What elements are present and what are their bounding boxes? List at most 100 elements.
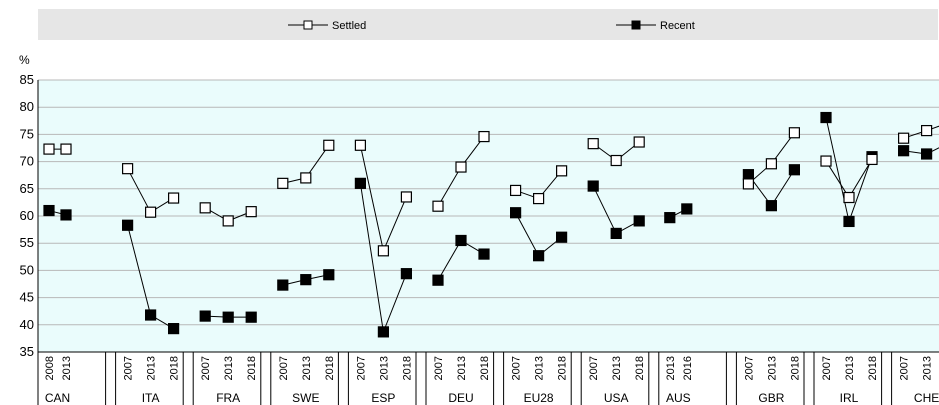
recent-point (610, 227, 622, 240)
settled-point (788, 127, 801, 139)
year-tick-label: 2013 (844, 356, 856, 380)
settled-point (765, 158, 778, 170)
gridlines (38, 79, 939, 326)
legend-item-recent: Recent (616, 20, 695, 32)
recent-point (145, 309, 157, 321)
y-tick-label: 40 (20, 317, 34, 332)
year-tick-label: 2018 (789, 356, 801, 380)
recent-point (43, 204, 55, 217)
year-tick-label: 2018 (479, 356, 491, 380)
year-tick-label: 2007 (511, 356, 523, 380)
recent-point (199, 310, 211, 322)
year-tick-label: 2007 (200, 356, 212, 380)
settled-point (377, 245, 389, 257)
country-label: IRL (840, 391, 859, 405)
y-axis: 35 40 45 50 55 60 65 70 75 80 85 (20, 72, 39, 359)
recent-point (478, 248, 490, 260)
recent-point (555, 231, 568, 243)
recent-point (681, 203, 693, 215)
legend-label: Settled (332, 20, 366, 32)
year-tick-label: 2013 (611, 356, 623, 380)
legend-label: Recent (660, 20, 695, 32)
recent-point (60, 209, 72, 221)
country-label: CAN (45, 391, 70, 405)
settled-point (43, 143, 55, 155)
country-label: FRA (216, 391, 240, 405)
country-label: ESP (371, 391, 395, 405)
y-tick-label: 60 (20, 208, 34, 223)
y-tick-label: 65 (20, 181, 34, 196)
recent-point (820, 111, 832, 124)
year-tick-label: 2018 (169, 356, 181, 380)
year-tick-label: 2007 (278, 356, 290, 380)
recent-point (245, 311, 257, 323)
settled-point (245, 206, 257, 218)
year-tick-label: 2007 (433, 356, 445, 380)
year-tick-label: 2013 (534, 356, 546, 380)
y-tick-label: 35 (20, 344, 34, 359)
settled-point (60, 143, 72, 155)
recent-point (432, 274, 444, 286)
year-tick-label: 2007 (899, 356, 911, 380)
settled-point (222, 215, 234, 227)
year-tick-label: 2018 (867, 356, 879, 380)
recent-point (510, 207, 522, 219)
recent-point (897, 145, 910, 157)
settled-point (633, 136, 645, 148)
country-label: EU28 (524, 391, 554, 405)
settled-point (300, 172, 312, 184)
settled-point (199, 202, 211, 214)
year-tick-label: 2007 (355, 356, 367, 380)
settled-point (532, 192, 545, 205)
country-label: USA (604, 391, 629, 405)
year-tick-label: 2013 (61, 356, 73, 380)
country-label: CHE (914, 391, 939, 405)
year-tick-label: 2007 (123, 356, 135, 380)
y-tick-label: 55 (20, 235, 34, 250)
x-axis: 2008 2013 CAN 2007 2013 2018 ITA 2007 2013 2018 FR… (37, 351, 939, 405)
settled-point (820, 155, 832, 167)
year-tick-label: 2018 (401, 356, 413, 380)
recent-point (587, 180, 599, 192)
year-tick-label: 2013 (146, 356, 158, 380)
year-tick-label: 2008 (44, 356, 56, 380)
country-label: DEU (448, 391, 473, 405)
recent-point (377, 326, 389, 338)
country-label: SWE (292, 391, 319, 405)
settled-point (455, 161, 467, 173)
country-label: AUS (666, 391, 691, 405)
settled-point (897, 132, 910, 144)
settled-point (354, 139, 366, 151)
recent-point (532, 250, 545, 262)
settled-point (510, 184, 522, 197)
recent-point (633, 215, 645, 227)
y-tick-label: 80 (20, 99, 34, 114)
legend-item-settled: Settled (288, 20, 366, 32)
recent-point (455, 234, 467, 247)
settled-point (843, 191, 855, 204)
recent-point (920, 148, 933, 160)
y-unit-label: % (19, 53, 30, 67)
year-tick-label: 2013 (922, 356, 934, 380)
y-tick-label: 50 (20, 262, 34, 277)
settled-point (555, 165, 568, 177)
settled-point (145, 206, 157, 218)
settled-point (920, 124, 933, 137)
recent-point (121, 219, 134, 231)
y-tick-label: 70 (20, 154, 34, 169)
year-tick-label: 2013 (456, 356, 468, 380)
settled-point (742, 178, 755, 190)
settled-point (168, 192, 180, 204)
recent-point (354, 177, 366, 189)
y-tick-label: 75 (20, 126, 34, 141)
year-tick-label: 2007 (588, 356, 600, 380)
recent-point (168, 323, 180, 335)
recent-point (664, 212, 676, 224)
y-tick-label: 85 (20, 72, 34, 87)
recent-point (788, 164, 801, 176)
recent-point (843, 215, 855, 228)
legend-marker (303, 20, 313, 30)
year-tick-label: 2007 (743, 356, 755, 380)
y-tick-label: 45 (20, 290, 34, 305)
